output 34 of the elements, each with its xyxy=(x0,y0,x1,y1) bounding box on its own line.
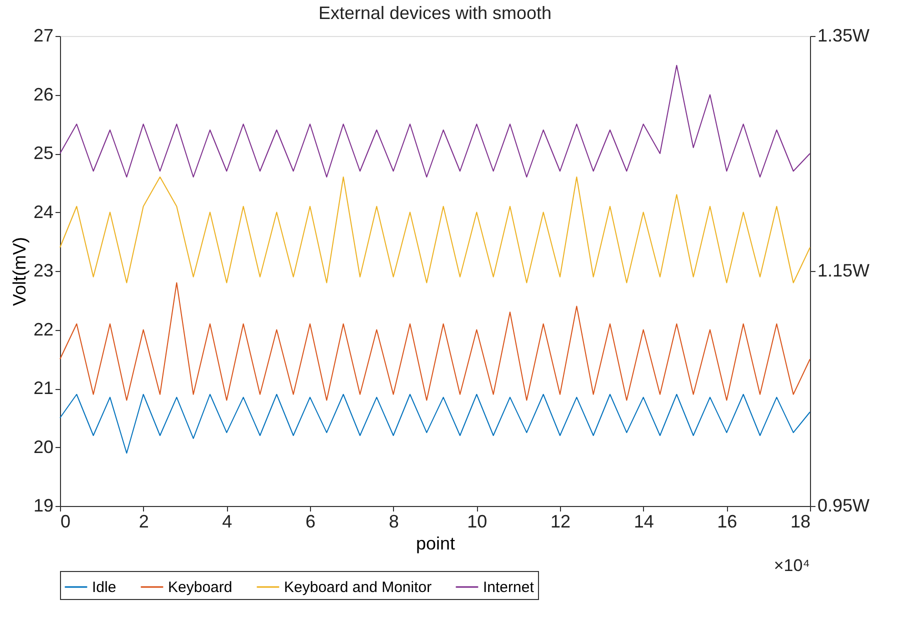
y-tick-label: 20 xyxy=(33,436,54,457)
line-series xyxy=(60,394,810,454)
y2-tick-label: 0.95W xyxy=(818,496,870,516)
y-tick-label: 26 xyxy=(33,84,54,104)
y-tick-label: 21 xyxy=(33,378,54,398)
x-tick-label: 10 xyxy=(467,512,488,532)
line-series xyxy=(60,64,810,178)
x-tick-label: 16 xyxy=(717,512,738,532)
y-tick-label: 27 xyxy=(33,26,54,46)
y-tick-label: 24 xyxy=(33,202,54,222)
y-tick-label: 25 xyxy=(33,143,54,163)
text: ×10⁴ xyxy=(774,556,810,575)
legend-label: Keyboard and Monitor xyxy=(284,579,432,596)
legend-label: Idle xyxy=(92,579,116,596)
y2-tick-label: 1.15W xyxy=(818,260,870,280)
line-series xyxy=(60,176,810,284)
x-axis-title: point xyxy=(416,534,456,554)
legend-label: Internet xyxy=(483,579,535,596)
chart-title: External devices with smooth xyxy=(318,3,552,23)
x-tick-label: 2 xyxy=(138,512,149,532)
x-tick-label: 0 xyxy=(60,512,71,532)
line-series xyxy=(60,282,810,401)
x-tick-label: 8 xyxy=(388,512,399,532)
legend-label: Keyboard xyxy=(168,579,232,596)
x-tick-label: 6 xyxy=(305,512,316,532)
x-tick-label: 18 xyxy=(790,512,810,532)
y-axis-title: Volt(mV) xyxy=(9,236,30,306)
y-tick-label: 19 xyxy=(33,496,54,516)
y-tick-label: 22 xyxy=(33,319,54,340)
x-tick-label: 14 xyxy=(634,512,654,532)
x-tick-label: 4 xyxy=(222,512,232,532)
x-tick-label: 12 xyxy=(550,512,571,532)
y2-tick-label: 1.35W xyxy=(818,26,870,46)
y-tick-label: 23 xyxy=(33,260,54,280)
